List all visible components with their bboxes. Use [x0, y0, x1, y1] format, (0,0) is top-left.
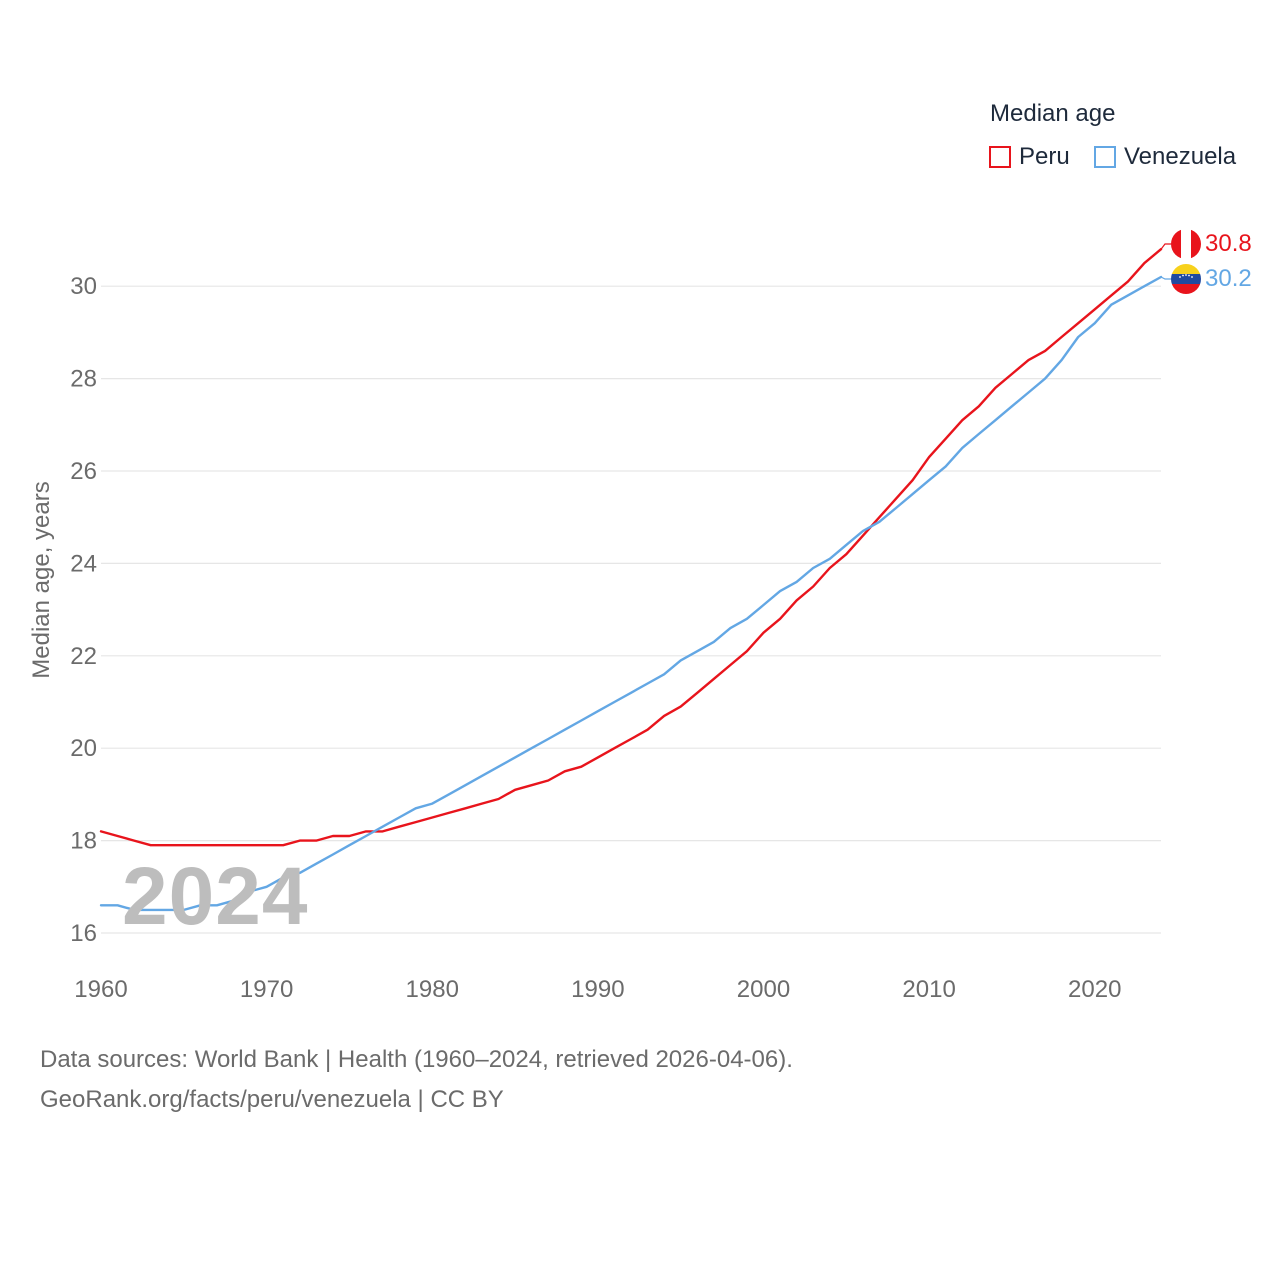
legend-label-peru: Peru — [1019, 143, 1070, 170]
grid-lines — [101, 285, 1161, 934]
y-tick-label: 28 — [70, 366, 97, 393]
y-tick-label: 22 — [70, 643, 97, 670]
y-tick-label: 18 — [70, 828, 97, 855]
y-tick-label: 26 — [70, 458, 97, 485]
legend-label-venezuela: Venezuela — [1124, 143, 1237, 170]
x-tick-labels: 1960 1970 1980 1990 2000 2010 2020 — [74, 976, 1121, 1003]
y-tick-label: 16 — [70, 920, 97, 947]
series-line-venezuela[interactable] — [99, 275, 1163, 912]
end-labels: 30.8 30.2 — [1160, 229, 1252, 294]
x-tick-label: 1960 — [74, 976, 127, 1003]
series-lines — [99, 247, 1163, 912]
legend-swatch-peru — [989, 146, 1011, 168]
end-leader-peru — [1160, 243, 1171, 250]
x-tick-label: 1980 — [406, 976, 459, 1003]
peru-end-value: 30.8 — [1205, 230, 1252, 257]
legend-item-peru[interactable]: Peru — [989, 143, 1070, 171]
x-tick-label: 2020 — [1068, 976, 1121, 1003]
footer-attribution[interactable]: GeoRank.org/facts/peru/venezuela | CC BY — [40, 1086, 504, 1113]
venezuela-flag-icon — [1171, 264, 1201, 294]
y-axis-label: Median age, years — [28, 481, 55, 679]
y-tick-labels: 16 18 20 22 24 26 28 30 — [70, 273, 97, 947]
current-year-watermark: 2024 — [122, 851, 309, 942]
x-tick-label: 2010 — [902, 976, 955, 1003]
y-tick-label: 30 — [70, 273, 97, 300]
y-tick-label: 20 — [70, 735, 97, 762]
footer-sources: Data sources: World Bank | Health (1960–… — [40, 1046, 793, 1073]
x-tick-label: 1970 — [240, 976, 293, 1003]
peru-flag-icon — [1171, 229, 1201, 259]
x-tick-label: 2000 — [737, 976, 790, 1003]
venezuela-end-value: 30.2 — [1205, 265, 1252, 292]
y-tick-label: 24 — [70, 550, 97, 577]
legend-swatch-venezuela — [1094, 146, 1116, 168]
legend-title: Median age — [990, 100, 1116, 127]
x-tick-label: 1990 — [571, 976, 624, 1003]
end-leader-venezuela — [1160, 276, 1171, 280]
legend-item-venezuela[interactable]: Venezuela — [1094, 143, 1236, 171]
series-line-peru[interactable] — [99, 247, 1163, 847]
